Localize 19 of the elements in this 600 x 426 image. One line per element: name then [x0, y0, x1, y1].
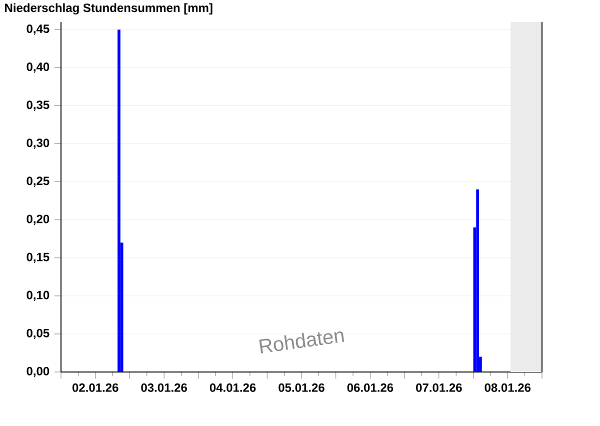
y-tick-label: 0,30 [26, 138, 50, 149]
y-tick-label: 0,25 [26, 176, 50, 187]
y-tick-label: 0,15 [26, 252, 50, 263]
x-tick-label: 03.01.26 [141, 383, 187, 392]
y-tick-label: 0,00 [26, 366, 50, 378]
y-tick-label: 0,40 [26, 62, 50, 73]
x-tick-label: 04.01.26 [210, 383, 256, 392]
annotation: Rohdaten [259, 331, 344, 354]
x-tick-label: 05.01.26 [278, 383, 324, 392]
y-tick-label: 0,35 [26, 100, 50, 111]
y-tick-label: 0,05 [26, 328, 50, 340]
x-tick-label: 07.01.26 [416, 383, 462, 392]
x-tick-label: 02.01.26 [72, 383, 118, 392]
y-tick-label: 0,20 [26, 214, 50, 225]
x-tick-label: 06.01.26 [347, 383, 394, 392]
y-tick-label: 0,45 [26, 24, 50, 35]
y-tick-label: 0,10 [26, 290, 50, 302]
x-tick-label: 08.01.26 [484, 383, 531, 392]
chart-title: Niederschlag Stundensummen [mm] [5, 3, 212, 15]
